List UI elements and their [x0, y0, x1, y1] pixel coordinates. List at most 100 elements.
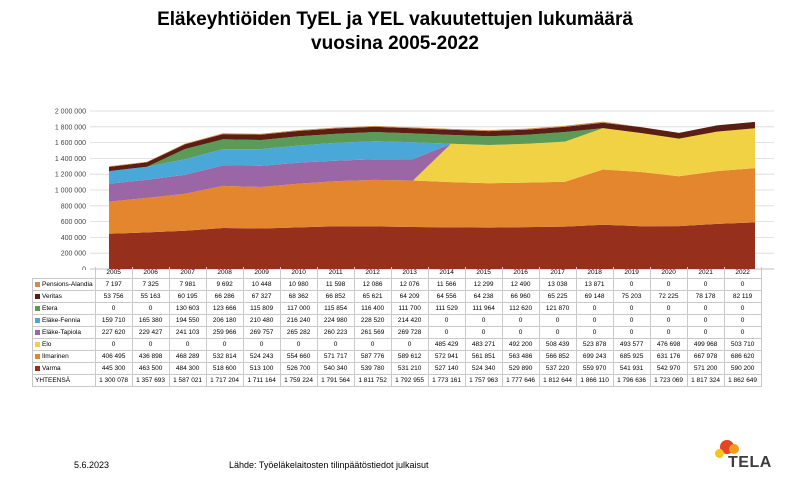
data-label: 0	[316, 338, 355, 351]
data-label: 0	[723, 302, 762, 315]
data-label: 485 429	[427, 338, 466, 351]
y-tick-label: 600 000	[61, 219, 86, 226]
total-value: 1 300 078	[94, 374, 133, 387]
y-tick-label: 2 000 000	[55, 109, 86, 116]
y-tick-label: 400 000	[61, 235, 86, 242]
table-row: Etera 0 0 130 603 123 666 115 809 117 000 115 8…	[32, 302, 762, 315]
data-label: 0	[686, 314, 725, 327]
data-label: 0	[649, 278, 688, 291]
data-label: 532 814	[205, 350, 244, 363]
data-label: 115 809	[242, 302, 281, 315]
data-label: 259 966	[205, 326, 244, 339]
data-label: 0	[612, 326, 651, 339]
data-label: 0	[94, 302, 133, 315]
data-label: 0	[649, 314, 688, 327]
data-label: 0	[94, 338, 133, 351]
legend-entry: Ilmarinen	[32, 350, 96, 363]
total-value: 1 773 161	[427, 374, 466, 387]
data-label: 492 200	[501, 338, 540, 351]
y-tick-label: 1 400 000	[55, 156, 86, 163]
total-value: 1 791 564	[316, 374, 355, 387]
data-label: 112 620	[501, 302, 540, 315]
data-label: 265 282	[279, 326, 318, 339]
data-label: 165 380	[131, 314, 170, 327]
x-tick-label: 2005	[94, 267, 133, 279]
legend-swatch	[35, 341, 40, 347]
data-label: 0	[538, 326, 577, 339]
plot-areas	[109, 121, 755, 269]
data-label: 227 620	[94, 326, 133, 339]
data-label: 72 225	[649, 290, 688, 303]
data-label: 499 968	[686, 338, 725, 351]
data-label: 11 566	[427, 278, 466, 291]
legend-entry: Pensions-Alandia	[32, 278, 96, 291]
data-label: 0	[612, 314, 651, 327]
data-label: 493 577	[612, 338, 651, 351]
total-value: 1 792 955	[390, 374, 429, 387]
data-label: 518 600	[205, 362, 244, 375]
data-label: 269 757	[242, 326, 281, 339]
data-label: 111 529	[427, 302, 466, 315]
data-label: 67 327	[242, 290, 281, 303]
data-label: 541 931	[612, 362, 651, 375]
data-label: 130 603	[168, 302, 207, 315]
data-label: 0	[131, 302, 170, 315]
data-label: 7 325	[131, 278, 170, 291]
total-value: 1 711 164	[242, 374, 281, 387]
legend-entry: Etera	[32, 302, 96, 315]
x-tick-label: 2014	[427, 267, 466, 279]
data-label: 572 941	[427, 350, 466, 363]
data-label: 537 220	[538, 362, 577, 375]
area-series	[109, 121, 755, 167]
data-label: 12 086	[353, 278, 392, 291]
data-label: 484 300	[168, 362, 207, 375]
legend-entry: Veritas	[32, 290, 96, 303]
data-label: 571 717	[316, 350, 355, 363]
area-series	[109, 128, 755, 172]
data-label: 468 289	[168, 350, 207, 363]
area-series	[109, 121, 755, 172]
data-label: 241 103	[168, 326, 207, 339]
data-label: 13 871	[575, 278, 614, 291]
data-label: 0	[390, 338, 429, 351]
total-value: 1 759 224	[279, 374, 318, 387]
data-label: 0	[649, 302, 688, 315]
data-label: 60 195	[168, 290, 207, 303]
data-label: 667 978	[686, 350, 725, 363]
x-tick-label: 2013	[390, 267, 429, 279]
data-label: 78 178	[686, 290, 725, 303]
x-tick-label: 2006	[131, 267, 170, 279]
data-label: 0	[427, 326, 466, 339]
table-row: Varma 445 300 463 500 484 300 518 600 513 100…	[32, 362, 762, 375]
x-tick-label: 2011	[316, 267, 355, 279]
total-value: 1 812 644	[538, 374, 577, 387]
y-tick-label: 200 000	[61, 251, 86, 258]
data-label: 111 964	[464, 302, 503, 315]
data-label: 69 148	[575, 290, 614, 303]
legend-swatch	[35, 329, 40, 335]
data-label: 554 660	[279, 350, 318, 363]
y-tick-label: 1 200 000	[55, 172, 86, 179]
data-label: 0	[168, 338, 207, 351]
data-label: 526 700	[279, 362, 318, 375]
x-tick-label: 2022	[723, 267, 762, 279]
data-label: 631 176	[649, 350, 688, 363]
data-label: 0	[649, 326, 688, 339]
x-tick-label: 2018	[575, 267, 614, 279]
data-label: 0	[723, 326, 762, 339]
data-label: 65 225	[538, 290, 577, 303]
data-label: 463 500	[131, 362, 170, 375]
data-label: 82 119	[723, 290, 762, 303]
data-label: 7 197	[94, 278, 133, 291]
data-label: 0	[575, 314, 614, 327]
data-label: 159 710	[94, 314, 133, 327]
data-label: 559 970	[575, 362, 614, 375]
data-label: 476 698	[649, 338, 688, 351]
data-label: 9 692	[205, 278, 244, 291]
data-label: 0	[575, 302, 614, 315]
data-label: 0	[723, 278, 762, 291]
data-label: 445 300	[94, 362, 133, 375]
data-label: 589 612	[390, 350, 429, 363]
footer-date: 5.6.2023	[74, 460, 110, 470]
data-label: 0	[131, 338, 170, 351]
